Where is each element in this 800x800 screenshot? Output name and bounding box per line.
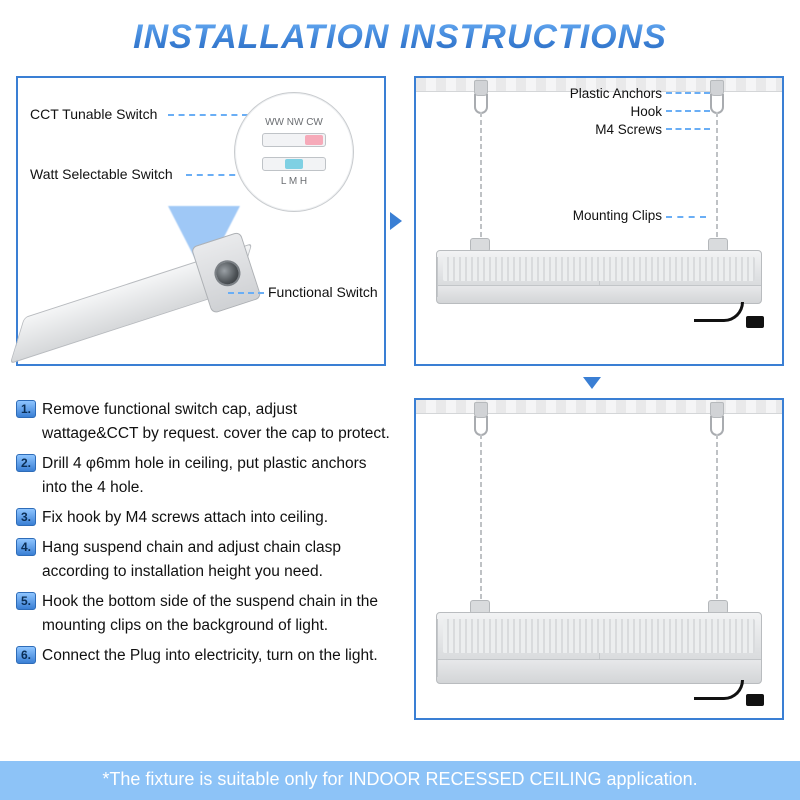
flow-arrow-icon [390,212,402,230]
step-item: 5. Hook the bottom side of the suspend c… [16,590,394,638]
dial-top-legend: WW NW CW [235,117,353,128]
label-functional-switch: Functional Switch [268,284,378,300]
hook-icon [710,94,724,114]
step-text: Connect the Plug into electricity, turn … [42,647,378,664]
step-number: 1. [16,400,36,418]
step-item: 6. Connect the Plug into electricity, tu… [16,644,394,668]
instruction-steps: 1. Remove functional switch cap, adjust … [16,398,394,674]
step-text: Hang suspend chain and adjust chain clas… [42,539,341,580]
step-item: 2. Drill 4 φ6mm hole in ceiling, put pla… [16,452,394,500]
label-clips: Mounting Clips [573,208,662,223]
step-number: 6. [16,646,36,664]
step-text: Drill 4 φ6mm hole in ceiling, put plasti… [42,455,367,496]
label-anchors: Plastic Anchors [570,86,662,101]
chain-icon [480,112,482,242]
page-title: INSTALLATION INSTRUCTIONS [0,18,800,57]
power-plug-icon [694,292,764,328]
label-cct: CCT Tunable Switch [30,106,157,122]
step-number: 3. [16,508,36,526]
step-number: 4. [16,538,36,556]
panel-switch-detail: CCT Tunable Switch Watt Selectable Switc… [16,76,386,366]
label-hook: Hook [630,104,662,119]
dial-bottom-legend: L M H [235,176,353,187]
content-grid: CCT Tunable Switch Watt Selectable Switc… [16,76,784,758]
leader-line [666,110,710,112]
step-item: 4. Hang suspend chain and adjust chain c… [16,536,394,584]
step-text: Hook the bottom side of the suspend chai… [42,593,378,634]
cct-slider [262,133,326,147]
step-number: 5. [16,592,36,610]
leader-line [666,92,710,94]
panel-mounting-hardware: Plastic Anchors Hook M4 Screws Mounting … [414,76,784,366]
flow-arrow-icon [583,377,601,389]
hook-icon [474,94,488,114]
hook-icon [710,416,724,436]
step-item: 1. Remove functional switch cap, adjust … [16,398,394,446]
ceiling [416,400,782,414]
footer-note: *The fixture is suitable only for INDOOR… [0,761,800,800]
step-text: Remove functional switch cap, adjust wat… [42,401,390,442]
chain-icon [716,434,718,604]
chain-icon [716,112,718,242]
leader-line [666,216,706,218]
power-plug-icon [694,670,764,706]
panel-installed-view [414,398,784,720]
step-number: 2. [16,454,36,472]
hook-icon [474,416,488,436]
leader-line [168,114,248,116]
watt-slider [262,157,326,171]
header: INSTALLATION INSTRUCTIONS [0,0,800,69]
chain-icon [480,434,482,604]
step-text: Fix hook by M4 screws attach into ceilin… [42,509,328,526]
fixture-endcap [0,181,267,407]
label-screws: M4 Screws [595,122,662,137]
label-watt: Watt Selectable Switch [30,166,173,182]
step-item: 3. Fix hook by M4 screws attach into cei… [16,506,394,530]
leader-line [666,128,710,130]
leader-line [228,292,264,294]
switch-dial: WW NW CW L M H [234,92,354,212]
